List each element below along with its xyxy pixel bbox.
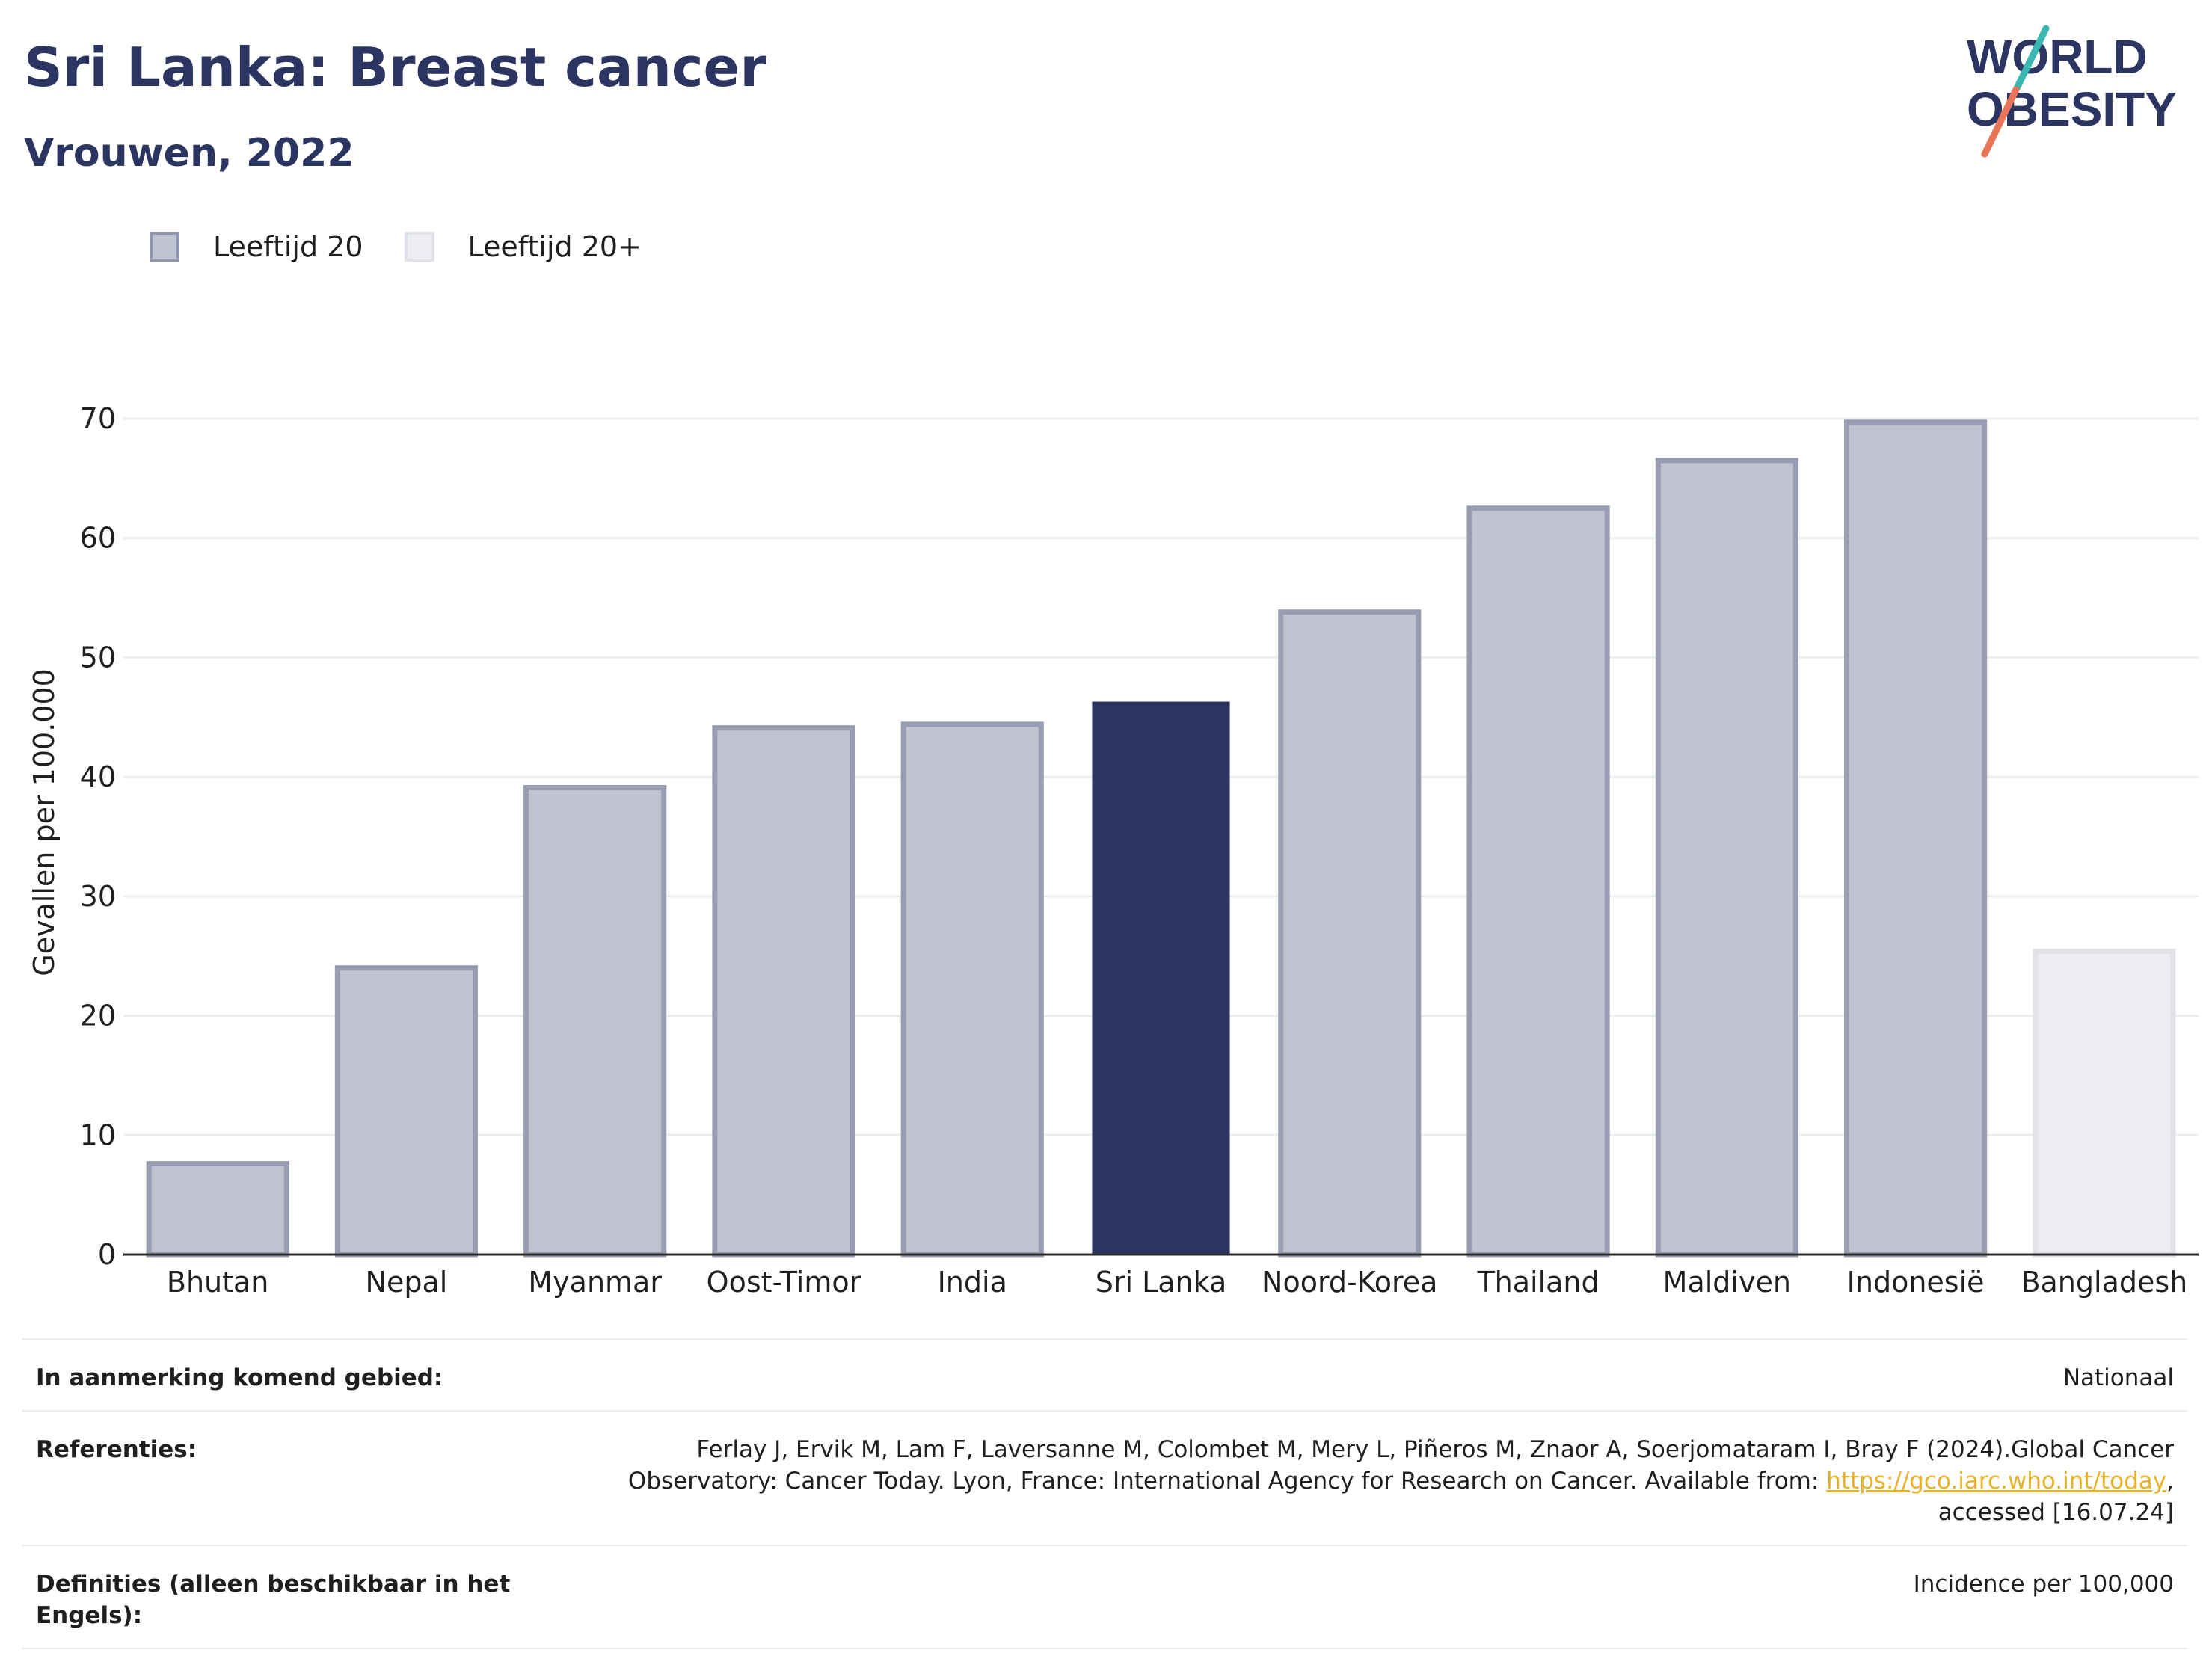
references-value: Ferlay J, Ervik M, Lam F, Laversanne M, … bbox=[628, 1434, 2174, 1528]
x-tick-label: Bhutan bbox=[167, 1266, 269, 1299]
y-axis-label: Gevallen per 100.000 bbox=[28, 668, 61, 976]
region-label: In aanmerking komend gebied: bbox=[36, 1364, 443, 1391]
logo-line1: WORLD bbox=[1967, 30, 2148, 84]
y-tick-label: 60 bbox=[80, 522, 116, 555]
x-tick-label: Noord-Korea bbox=[1262, 1266, 1437, 1299]
references-text-3: , bbox=[2166, 1468, 2174, 1495]
page-title: Sri Lanka: Breast cancer bbox=[24, 36, 766, 99]
bar-indonesi-[interactable] bbox=[1844, 419, 1988, 1258]
bar-bhutan[interactable] bbox=[146, 1161, 289, 1258]
legend-label-age-20: Leeftijd 20 bbox=[213, 230, 363, 263]
definitions-value: Incidence per 100,000 bbox=[1913, 1571, 2174, 1598]
definitions-label: Definities (alleen beschikbaar in het En… bbox=[36, 1571, 511, 1629]
bars bbox=[146, 419, 2176, 1258]
bar-noord-korea[interactable] bbox=[1278, 609, 1422, 1258]
legend-item-age-20[interactable]: Leeftijd 20 bbox=[150, 230, 363, 263]
logo-slash-coral bbox=[1981, 86, 2020, 158]
references-link[interactable]: https://gco.iarc.who.int/today bbox=[1826, 1468, 2167, 1495]
y-tick-label: 70 bbox=[80, 402, 116, 435]
references-text-2: Observatory: Cancer Today. Lyon, France:… bbox=[627, 1468, 1827, 1495]
bar-india[interactable] bbox=[900, 721, 1044, 1258]
axes: 0 10 20 30 40 50 60 70 Bhutan Nepal Myanmar Oost-Ti… bbox=[80, 402, 2199, 1299]
y-tick-label: 10 bbox=[80, 1118, 116, 1151]
bar-bangladesh[interactable] bbox=[2033, 948, 2176, 1258]
legend-swatch-age-20-plus bbox=[404, 232, 434, 262]
references-text-1: Ferlay J, Ervik M, Lam F, Laversanne M, … bbox=[696, 1436, 2174, 1463]
y-tick-label: 0 bbox=[98, 1238, 116, 1271]
y-tick-label: 40 bbox=[80, 760, 116, 793]
legend-item-age-20-plus[interactable]: Leeftijd 20+ bbox=[404, 230, 642, 263]
info-row-definitions: Definities (alleen beschikbaar in het En… bbox=[22, 1545, 2187, 1649]
info-row-region: In aanmerking komend gebied: Nationaal bbox=[22, 1338, 2187, 1410]
legend-label-age-20-plus: Leeftijd 20+ bbox=[467, 230, 642, 263]
world-obesity-logo: WORLD OBESITY bbox=[1967, 25, 2177, 158]
logo-line2: OBESITY bbox=[1967, 82, 2177, 136]
references-text-4: accessed [16.07.24] bbox=[1938, 1499, 2174, 1526]
x-tick-label: Indonesië bbox=[1847, 1266, 1985, 1299]
x-tick-label: Sri Lanka bbox=[1096, 1266, 1227, 1299]
x-tick-label: Maldiven bbox=[1663, 1266, 1791, 1299]
info-table: In aanmerking komend gebied: Nationaal R… bbox=[22, 1338, 2187, 1649]
bar-myanmar[interactable] bbox=[523, 785, 667, 1258]
page-subtitle: Vrouwen, 2022 bbox=[24, 131, 354, 176]
bar-sri-lanka[interactable] bbox=[1092, 701, 1230, 1255]
x-tick-label: Thailand bbox=[1476, 1266, 1599, 1299]
logo-slash-teal bbox=[2012, 25, 2050, 93]
info-row-references: Referenties: Ferlay J, Ervik M, Lam F, L… bbox=[22, 1410, 2187, 1545]
bar-oost-timor[interactable] bbox=[712, 725, 855, 1258]
y-tick-label: 20 bbox=[80, 1000, 116, 1032]
bar-chart: 0 10 20 30 40 50 60 70 Bhutan Nepal Myanmar Oost-Ti… bbox=[28, 402, 2199, 1299]
chart-legend: Leeftijd 20 Leeftijd 20+ bbox=[150, 224, 683, 269]
bar-nepal[interactable] bbox=[334, 965, 478, 1258]
bar-maldiven[interactable] bbox=[1655, 458, 1798, 1258]
x-tick-label: Myanmar bbox=[528, 1266, 662, 1299]
legend-swatch-age-20 bbox=[150, 232, 179, 262]
x-tick-label: Nepal bbox=[366, 1266, 448, 1299]
x-tick-label: Bangladesh bbox=[2021, 1266, 2187, 1299]
x-tick-label: India bbox=[938, 1266, 1007, 1299]
y-tick-label: 30 bbox=[80, 880, 116, 913]
region-value: Nationaal bbox=[2062, 1364, 2174, 1391]
references-label: Referenties: bbox=[36, 1436, 197, 1463]
x-tick-label: Oost-Timor bbox=[707, 1266, 861, 1299]
bar-thailand[interactable] bbox=[1466, 505, 1610, 1258]
y-tick-label: 50 bbox=[80, 641, 116, 674]
